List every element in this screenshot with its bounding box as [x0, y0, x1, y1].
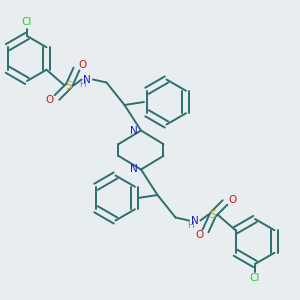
Text: O: O — [195, 230, 204, 241]
Text: N: N — [191, 215, 199, 226]
Text: N: N — [83, 74, 91, 85]
Text: O: O — [228, 195, 237, 205]
Text: N: N — [130, 164, 137, 175]
Text: H: H — [79, 80, 86, 89]
Text: O: O — [78, 59, 87, 70]
Text: S: S — [210, 209, 216, 220]
Text: H: H — [188, 221, 194, 230]
Text: O: O — [45, 95, 54, 105]
Text: Cl: Cl — [250, 273, 260, 283]
Text: N: N — [130, 125, 137, 136]
Text: S: S — [66, 80, 72, 91]
Text: Cl: Cl — [22, 17, 32, 27]
